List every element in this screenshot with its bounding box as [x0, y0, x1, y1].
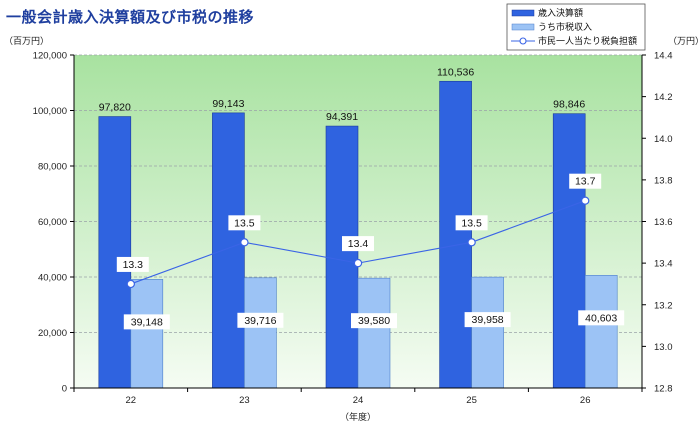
x-tick-label: 25 [466, 395, 477, 406]
x-tick-label: 26 [580, 395, 591, 406]
line-point [126, 279, 136, 289]
data-label-tax-bg [237, 312, 284, 328]
bar-tax-revenue [357, 277, 391, 389]
line-point [353, 258, 363, 268]
bar-tax-revenue [130, 279, 164, 389]
y-left-tick-label: 120,000 [33, 51, 67, 62]
data-label-tax-burden-bg [228, 215, 261, 231]
y-left-tick-label: 100,000 [33, 106, 67, 117]
y-left-tick-label: 20,000 [38, 328, 67, 339]
y-axis-left-unit: （百万円） [4, 36, 49, 47]
data-label-revenue: 99,143 [212, 98, 244, 110]
bar-tax-revenue [471, 276, 504, 389]
line-point [240, 238, 249, 247]
bar-tax-revenue [584, 275, 618, 389]
y-right-tick-label: 13.0 [654, 342, 673, 353]
y-left-tick-label: 40,000 [38, 273, 67, 284]
y-right-tick-label: 13.2 [654, 300, 673, 311]
bar-revenue [98, 116, 132, 389]
data-label-tax-bg [351, 313, 397, 329]
data-label-tax-burden: 13.5 [461, 217, 482, 229]
data-label-tax-revenue: 39,148 [131, 316, 163, 328]
legend-swatch-tax-burden-marker [519, 37, 527, 45]
data-label-tax-burden-bg [116, 256, 149, 272]
bar-revenue [439, 80, 472, 389]
chart-title: 一般会計歳入決算額及び市税の推移 [6, 8, 255, 26]
data-label-tax-revenue: 39,958 [472, 314, 504, 326]
x-tick-label: 23 [239, 395, 250, 406]
data-label-tax-bg [464, 312, 511, 328]
y-left-tick-label: 60,000 [38, 217, 67, 228]
data-label-tax-burden: 13.4 [348, 238, 369, 250]
y-right-tick-label: 13.6 [654, 217, 673, 228]
legend-label-revenue: 歳入決算額 [538, 7, 583, 19]
data-label-tax-burden-bg [455, 215, 488, 231]
legend-label-tax-burden: 市民一人当たり税負担額 [538, 35, 637, 47]
bar-tax-revenue [244, 277, 277, 389]
data-label-tax-revenue: 40,603 [585, 312, 617, 324]
y-right-tick-label: 14.0 [654, 134, 673, 145]
y-right-tick-label: 12.8 [654, 384, 673, 395]
x-tick-label: 22 [126, 395, 137, 406]
data-label-revenue: 110,536 [437, 66, 474, 78]
line-point [467, 238, 476, 247]
y-axis-right-unit: （万円） [668, 36, 700, 47]
data-label-tax-revenue: 39,580 [358, 315, 390, 327]
bar-revenue [552, 113, 586, 389]
y-right-tick-label: 13.8 [654, 175, 673, 186]
y-right-tick-label: 13.4 [654, 259, 673, 270]
y-right-tick-label: 14.2 [654, 92, 673, 103]
data-label-tax-burden-bg [569, 173, 602, 189]
legend-swatch-tax-revenue [511, 23, 535, 31]
data-label-tax-bg [123, 314, 170, 330]
data-label-revenue: 97,820 [99, 102, 131, 114]
data-label-tax-burden: 13.3 [123, 259, 144, 271]
x-tick-label: 24 [353, 395, 364, 406]
y-right-tick-label: 14.4 [654, 51, 673, 62]
y-left-tick-label: 80,000 [38, 162, 67, 173]
data-label-tax-burden: 13.5 [234, 217, 255, 229]
data-label-tax-burden: 13.7 [575, 176, 596, 188]
data-label-tax-revenue: 39,716 [244, 315, 276, 327]
line-point [581, 196, 590, 205]
x-axis-label: （年度） [340, 411, 376, 423]
bar-revenue [212, 112, 245, 389]
legend-label-tax-revenue: うち市税収入 [538, 21, 592, 33]
bar-revenue [325, 125, 359, 389]
data-label-tax-bg [578, 310, 625, 326]
data-label-revenue: 98,846 [553, 99, 585, 111]
data-label-revenue: 94,391 [326, 111, 358, 123]
y-left-tick-label: 0 [62, 384, 67, 395]
data-label-tax-burden-bg [342, 236, 374, 252]
legend-swatch-revenue [511, 9, 535, 17]
